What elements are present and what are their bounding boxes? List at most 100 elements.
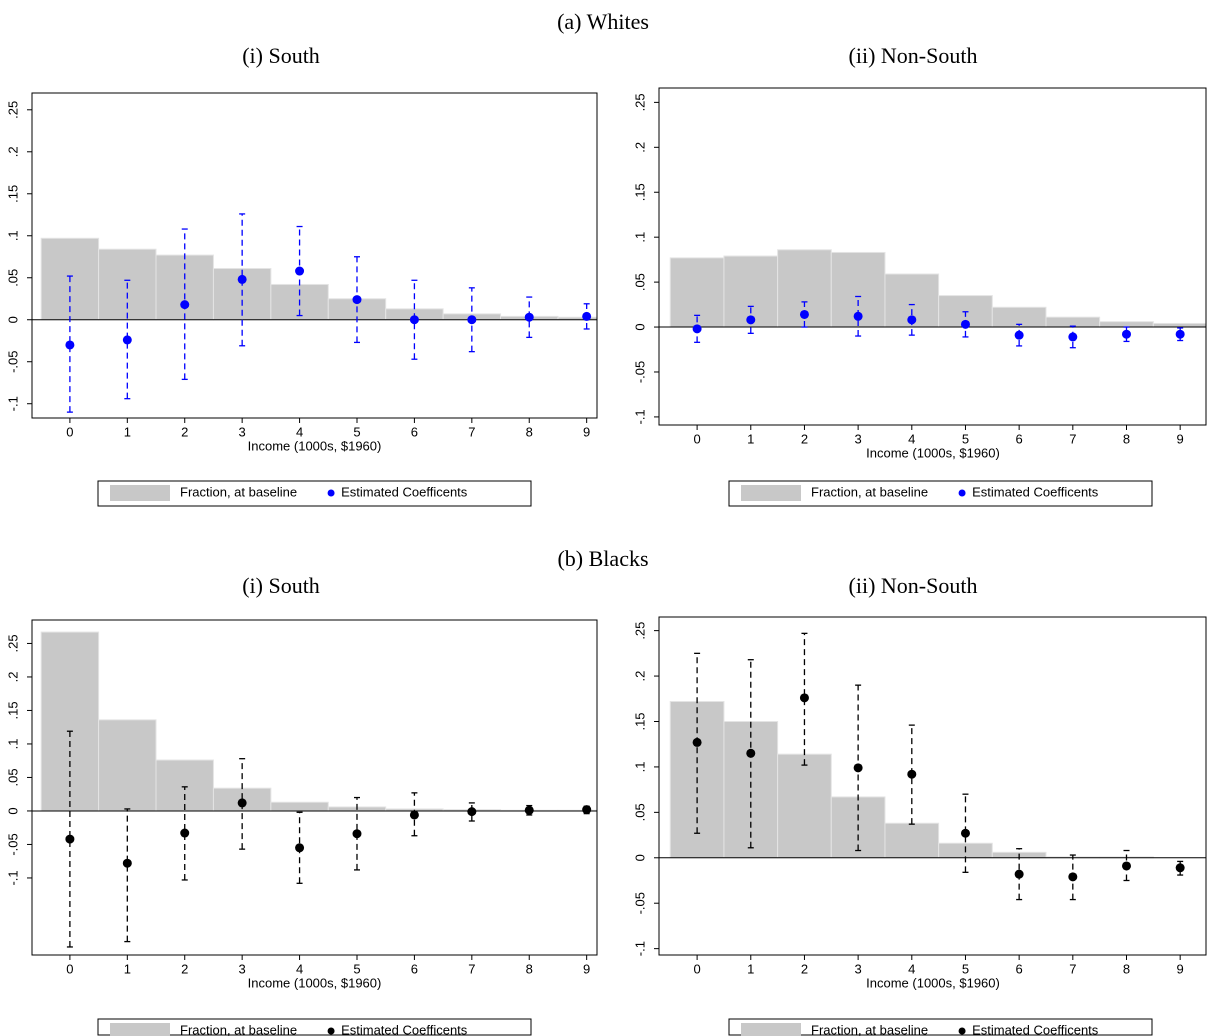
y-tick-label: -.1 bbox=[632, 409, 647, 424]
bar bbox=[777, 753, 832, 859]
y-tick-label: 0 bbox=[632, 323, 647, 330]
plot-area bbox=[32, 213, 597, 413]
y-tick-label: .1 bbox=[5, 230, 20, 241]
legend-swatch bbox=[110, 485, 170, 501]
x-tick-label: 7 bbox=[468, 424, 475, 439]
x-tick-label: 1 bbox=[747, 961, 754, 976]
point bbox=[467, 315, 477, 325]
point bbox=[295, 266, 305, 276]
x-tick-label: 2 bbox=[801, 431, 808, 446]
plot-area bbox=[659, 249, 1206, 349]
y-tick-label: .25 bbox=[632, 93, 647, 111]
legend-frame bbox=[728, 1018, 1153, 1036]
point bbox=[295, 843, 305, 853]
point bbox=[180, 828, 190, 838]
point bbox=[960, 319, 970, 329]
point bbox=[1068, 872, 1078, 882]
point bbox=[352, 829, 362, 839]
bar bbox=[270, 801, 329, 812]
x-tick-label: 1 bbox=[747, 431, 754, 446]
point bbox=[1014, 330, 1024, 340]
x-tick-label: 3 bbox=[239, 961, 246, 976]
bar bbox=[155, 759, 214, 812]
legend-label: Fraction, at baseline bbox=[811, 1022, 928, 1036]
point bbox=[409, 810, 419, 820]
point bbox=[1014, 869, 1024, 879]
legend-label: Estimated Coefficents bbox=[972, 484, 1099, 499]
point bbox=[467, 807, 477, 817]
legend-frame bbox=[97, 480, 532, 507]
legend: Fraction, at baseline Estimated Coefficen… bbox=[728, 480, 1153, 507]
legend-swatch bbox=[110, 1023, 170, 1036]
x-axis-title: Income (1000s, $1960) bbox=[248, 438, 382, 453]
x-tick-label: 5 bbox=[962, 961, 969, 976]
legend-swatch bbox=[741, 485, 801, 501]
point bbox=[746, 748, 756, 758]
x-tick-label: 9 bbox=[1177, 431, 1184, 446]
x-tick-label: 0 bbox=[66, 961, 73, 976]
x-tick-label: 0 bbox=[66, 424, 73, 439]
y-tick-label: .25 bbox=[632, 622, 647, 640]
x-tick-label: 4 bbox=[296, 424, 303, 439]
x-axis-title: Income (1000s, $1960) bbox=[866, 975, 1000, 990]
y-tick-label: .1 bbox=[5, 739, 20, 750]
x-tick-label: 4 bbox=[908, 431, 915, 446]
point bbox=[1175, 863, 1185, 873]
point bbox=[907, 769, 917, 779]
y-tick-label: .15 bbox=[5, 701, 20, 719]
plot-frame bbox=[658, 616, 1207, 956]
legend-label: Fraction, at baseline bbox=[180, 484, 297, 499]
x-tick-label: 8 bbox=[1123, 961, 1130, 976]
y-tick-label: .15 bbox=[632, 183, 647, 201]
x-tick-label: 4 bbox=[296, 961, 303, 976]
x-tick-label: 0 bbox=[693, 961, 700, 976]
point bbox=[1121, 861, 1131, 871]
legend-frame bbox=[97, 1018, 532, 1036]
point bbox=[237, 274, 247, 284]
y-tick-label: -.1 bbox=[5, 396, 20, 411]
point bbox=[409, 315, 419, 325]
x-tick-label: 6 bbox=[411, 424, 418, 439]
y-tick-label: .05 bbox=[5, 768, 20, 786]
y-tick-label: -.05 bbox=[632, 361, 647, 383]
x-tick-label: 2 bbox=[801, 961, 808, 976]
legend-marker bbox=[958, 489, 966, 497]
point bbox=[180, 300, 190, 310]
point bbox=[1068, 332, 1078, 342]
point bbox=[237, 798, 247, 808]
legend-marker bbox=[327, 489, 335, 497]
chart-subtitle: (ii) Non-South bbox=[849, 573, 978, 598]
panel-title: (a) Whites bbox=[557, 9, 649, 34]
plot-frame bbox=[658, 87, 1207, 426]
panel-title: (b) Blacks bbox=[557, 546, 648, 571]
y-tick-label: .15 bbox=[5, 185, 20, 203]
point bbox=[65, 340, 75, 350]
y-tick-label: .25 bbox=[5, 101, 20, 119]
legend-label: Estimated Coefficents bbox=[972, 1022, 1099, 1036]
x-tick-label: 7 bbox=[468, 961, 475, 976]
x-tick-label: 5 bbox=[962, 431, 969, 446]
y-tick-label: .2 bbox=[632, 671, 647, 682]
point bbox=[692, 737, 702, 747]
y-tick-label: 0 bbox=[5, 316, 20, 323]
y-tick-label: .25 bbox=[5, 634, 20, 652]
x-tick-label: 6 bbox=[411, 961, 418, 976]
x-tick-label: 4 bbox=[908, 961, 915, 976]
x-axis-title: Income (1000s, $1960) bbox=[866, 445, 1000, 460]
x-tick-label: 2 bbox=[181, 961, 188, 976]
point bbox=[1175, 329, 1185, 339]
point bbox=[853, 763, 863, 773]
point bbox=[960, 828, 970, 838]
x-tick-label: 6 bbox=[1016, 961, 1023, 976]
legend-label: Estimated Coefficents bbox=[341, 1022, 468, 1036]
x-tick-label: 9 bbox=[583, 961, 590, 976]
x-tick-label: 7 bbox=[1069, 431, 1076, 446]
y-tick-label: .05 bbox=[5, 269, 20, 287]
legend-marker bbox=[327, 1027, 335, 1035]
y-tick-label: -.1 bbox=[632, 941, 647, 956]
point bbox=[582, 311, 592, 321]
plot-frame bbox=[31, 92, 598, 419]
y-tick-label: 0 bbox=[5, 807, 20, 814]
x-tick-label: 8 bbox=[526, 961, 533, 976]
